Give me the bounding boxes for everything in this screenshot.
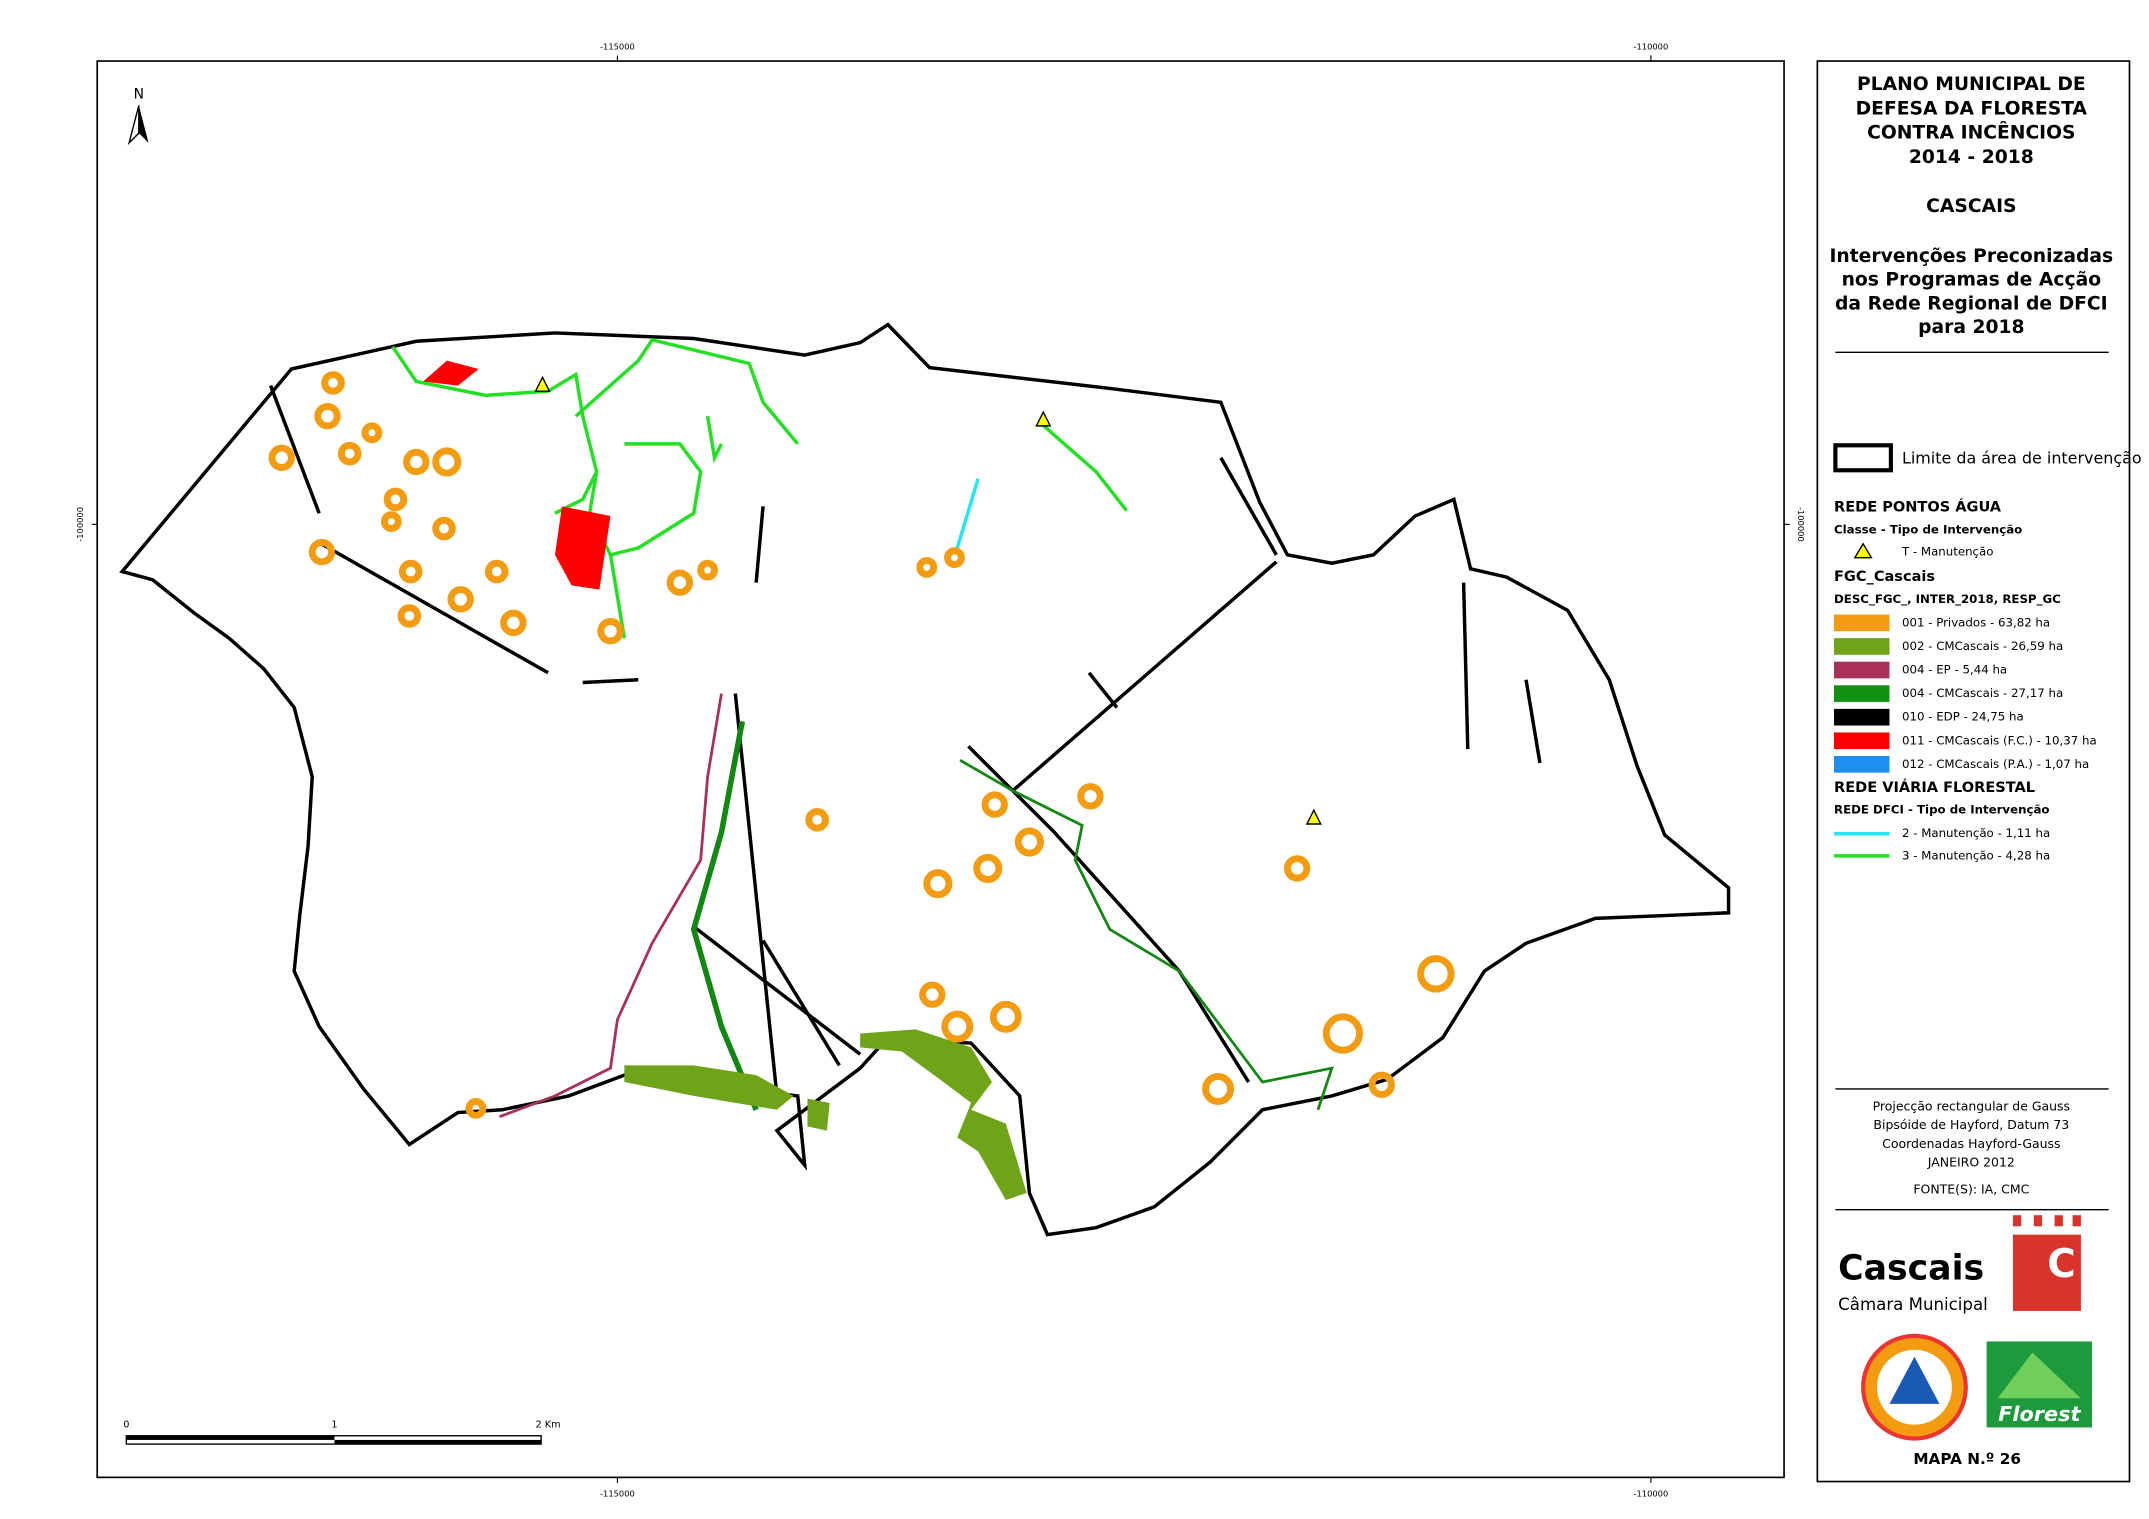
north-label: N [134, 86, 144, 102]
coord-label: -110000 [1634, 1489, 1669, 1499]
legend-swatch [1834, 756, 1890, 773]
logo-dashes [2012, 1215, 2081, 1227]
logo-c-box [2012, 1234, 2081, 1311]
legend-sub: DESC_FGC_, INTER_2018, RESP_GC [1834, 592, 2061, 607]
legend-swatch [1834, 732, 1890, 750]
panel-content: PLANO MUNICIPAL DE DEFESA DA FLORESTACONT… [1829, 74, 2141, 1197]
legend-label: 2 - Manutenção - 1,11 ha [1902, 826, 2050, 840]
coord-label: -115000 [600, 1489, 635, 1499]
legend-section: REDE VIÁRIA FLORESTAL [1834, 778, 2035, 796]
legend-sub: Classe - Tipo de Intervenção [1834, 522, 2022, 536]
legend-section: FGC_Cascais [1834, 568, 1935, 585]
fgc-ep [499, 693, 723, 1119]
projection-line: JANEIRO 2012 [1927, 1155, 2015, 1170]
logo-camara: Câmara Municipal [1838, 1295, 1988, 1314]
legend-label: 012 - CMCascais (P.A.) - 1,07 ha [1902, 757, 2089, 771]
projection-line: Bipsóide de Hayford, Datum 73 [1873, 1117, 2069, 1132]
boundary-swatch [1833, 443, 1893, 473]
title-line: PLANO MUNICIPAL DE [1857, 74, 2086, 95]
legend-label: 011 - CMCascais (F.C.) - 10,37 ha [1902, 733, 2097, 747]
legend-label: 3 - Manutenção - 4,28 ha [1902, 848, 2050, 862]
legend-label: 010 - EDP - 24,75 ha [1902, 710, 2024, 724]
scale-label: 2 Km [536, 1420, 561, 1431]
scale-label: 1 [331, 1420, 337, 1431]
subtitle-line: para 2018 [1918, 317, 2025, 338]
coord-label: -110000 [1634, 42, 1669, 52]
scale-label: 0 [123, 1420, 129, 1431]
map-frame [96, 60, 1785, 1479]
coord-label: -100000 [75, 507, 85, 542]
legend-swatch [1834, 614, 1890, 632]
subtitle-line: Intervenções Preconizadas [1829, 246, 2113, 267]
legend-label: Limite da área de intervenção [1902, 449, 2142, 468]
area-boundary [119, 322, 1731, 1237]
title-line: CONTRA INCÊNCIOS [1867, 121, 2075, 144]
legend-label: 002 - CMCascais - 26,59 ha [1902, 639, 2063, 653]
legend-swatch [1834, 708, 1890, 726]
coord-label: -115000 [600, 42, 635, 52]
legend-label: 004 - CMCascais - 27,17 ha [1902, 686, 2063, 700]
water-points [534, 375, 1322, 825]
legend-swatch [1834, 685, 1890, 702]
legend-section: REDE PONTOS ÁGUA [1834, 498, 2002, 516]
road-cyan [955, 478, 980, 549]
fgc-privados [268, 371, 1455, 1119]
legend-label: 004 - EP - 5,44 ha [1902, 663, 2007, 677]
subtitle-line: da Rede Regional de DFCI [1835, 293, 2108, 314]
north-arrow [138, 105, 149, 143]
fgc-cmcascais [690, 720, 1334, 1111]
place: CASCAIS [1926, 196, 2016, 217]
legend-sub: REDE DFCI - Tipo de Intervenção [1834, 803, 2050, 817]
water-swatch [1853, 542, 1873, 559]
logo-cascais: Cascais [1838, 1248, 1984, 1288]
ticks [91, 55, 1790, 1483]
logo-c: C [2047, 1242, 2076, 1287]
fgc-olive [624, 1029, 1027, 1200]
projection-line: Coordenadas Hayford-Gauss [1882, 1136, 2060, 1151]
legend-label: T - Manutenção [1901, 545, 1994, 559]
logo-protecao [1889, 1356, 1940, 1404]
logo-florest-shape [1997, 1352, 2081, 1399]
title-line: DEFESA DA FLORESTA [1856, 98, 2088, 119]
title-line: 2014 - 2018 [1909, 147, 2034, 168]
roads [391, 337, 1128, 639]
subtitle-line: nos Programas de Acção [1842, 270, 2102, 291]
fgc-red [423, 360, 611, 590]
source: FONTE(S): IA, CMC [1913, 1182, 2029, 1197]
legend-swatch [1834, 661, 1890, 679]
projection-line: Projecção rectangular de Gauss [1873, 1098, 2070, 1113]
edp-lines [268, 385, 1542, 1097]
coord-label: -100000 [1796, 507, 1806, 542]
legend-swatch [1834, 638, 1890, 655]
scale-bar [126, 1435, 335, 1440]
map-number: MAPA N.º 26 [1913, 1450, 2021, 1468]
scale-bar [334, 1439, 542, 1445]
logo-florest: Florest [1998, 1402, 2081, 1426]
legend-label: 001 - Privados - 63,82 ha [1902, 615, 2050, 629]
